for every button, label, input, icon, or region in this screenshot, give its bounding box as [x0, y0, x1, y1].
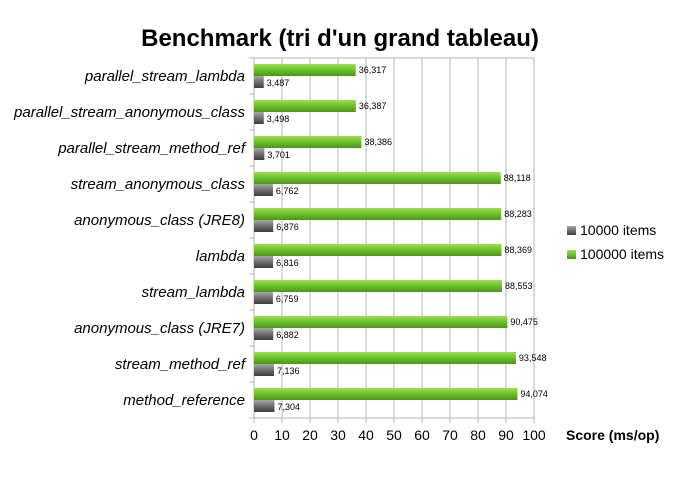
- bar-10000-items: [254, 256, 274, 268]
- bar-100000-items: [254, 136, 362, 148]
- bar-100000-items: [254, 172, 501, 184]
- data-label-10000-items: 6,759: [276, 294, 299, 304]
- x-tick-label: 0: [250, 427, 258, 443]
- data-label-100000-items: 90,475: [510, 317, 538, 327]
- x-tick-label: 100: [522, 427, 546, 443]
- category-label: parallel_stream_method_ref: [57, 140, 247, 157]
- bar-100000-items: [254, 316, 508, 328]
- bar-100000-items: [254, 244, 502, 256]
- legend-swatch: [567, 250, 576, 259]
- data-label-10000-items: 6,816: [276, 258, 299, 268]
- bar-10000-items: [254, 364, 274, 376]
- bar-10000-items: [254, 328, 274, 340]
- legend: 10000 items 100000 items: [567, 222, 664, 262]
- bar-10000-items: [254, 220, 274, 232]
- bar-10000-items: [254, 184, 273, 196]
- category-label: stream_anonymous_class: [71, 176, 246, 193]
- data-label-100000-items: 36,387: [359, 101, 387, 111]
- plot-area: 36,317 3,487 36,387 3,498 38,386 3,701 88,118 6…: [13, 57, 548, 443]
- bar-100000-items: [254, 208, 502, 220]
- data-label-100000-items: 88,369: [504, 245, 532, 255]
- data-label-100000-items: 94,074: [520, 389, 548, 399]
- data-label-10000-items: 7,304: [277, 402, 300, 412]
- data-label-10000-items: 3,498: [267, 114, 290, 124]
- category-label: method_reference: [123, 392, 245, 409]
- data-label-100000-items: 88,118: [504, 173, 531, 183]
- x-tick-label: 70: [442, 427, 458, 443]
- bar-10000-items: [254, 292, 273, 304]
- x-tick-label: 10: [274, 427, 290, 443]
- data-label-10000-items: 6,876: [276, 222, 299, 232]
- data-labels: 36,317 3,487 36,387 3,498 38,386 3,701 88,118 6…: [267, 65, 548, 412]
- data-label-10000-items: 3,487: [267, 78, 290, 88]
- x-tick-label: 30: [330, 427, 346, 443]
- data-label-100000-items: 93,548: [519, 353, 547, 363]
- bar-100000-items: [254, 100, 356, 112]
- x-axis-ticks: 0 10 20 30 40 50 60 70 80 90 100: [250, 427, 546, 443]
- data-label-10000-items: 6,762: [276, 186, 299, 196]
- bar-100000-items: [254, 388, 518, 400]
- x-tick-label: 20: [302, 427, 318, 443]
- category-label: parallel_stream_anonymous_class: [13, 104, 245, 121]
- category-labels: parallel_stream_lambda parallel_stream_an…: [13, 68, 247, 409]
- bar-10000-items: [254, 400, 275, 412]
- bar-100000-items: [254, 280, 502, 292]
- x-tick-label: 40: [358, 427, 374, 443]
- x-tick-label: 80: [470, 427, 486, 443]
- x-tick-label: 50: [386, 427, 402, 443]
- bar-100000-items: [254, 352, 516, 364]
- bar-10000-items: [254, 148, 265, 160]
- data-label-10000-items: 3,701: [267, 150, 290, 160]
- data-label-100000-items: 36,317: [359, 65, 387, 75]
- bars: [254, 64, 518, 412]
- data-label-100000-items: 88,283: [504, 209, 532, 219]
- category-label: anonymous_class (JRE8): [74, 212, 245, 229]
- legend-swatch: [567, 226, 576, 235]
- category-label: anonymous_class (JRE7): [74, 320, 245, 337]
- category-label: parallel_stream_lambda: [84, 68, 245, 85]
- category-label: stream_method_ref: [115, 356, 247, 373]
- chart-title: Benchmark (tri d'un grand tableau): [141, 25, 539, 52]
- x-tick-label: 90: [498, 427, 514, 443]
- x-tick-label: 60: [414, 427, 430, 443]
- legend-label: 10000 items: [580, 222, 656, 238]
- x-axis-label: Score (ms/op): [566, 427, 659, 443]
- bar-100000-items: [254, 64, 356, 76]
- category-label: lambda: [196, 248, 245, 265]
- data-label-100000-items: 88,553: [505, 281, 533, 291]
- data-label-10000-items: 6,882: [276, 330, 299, 340]
- bar-10000-items: [254, 112, 264, 124]
- legend-label: 100000 items: [580, 246, 664, 262]
- category-label: stream_lambda: [142, 284, 245, 301]
- bar-10000-items: [254, 76, 264, 88]
- data-label-100000-items: 38,386: [364, 137, 392, 147]
- data-label-10000-items: 7,136: [277, 366, 300, 376]
